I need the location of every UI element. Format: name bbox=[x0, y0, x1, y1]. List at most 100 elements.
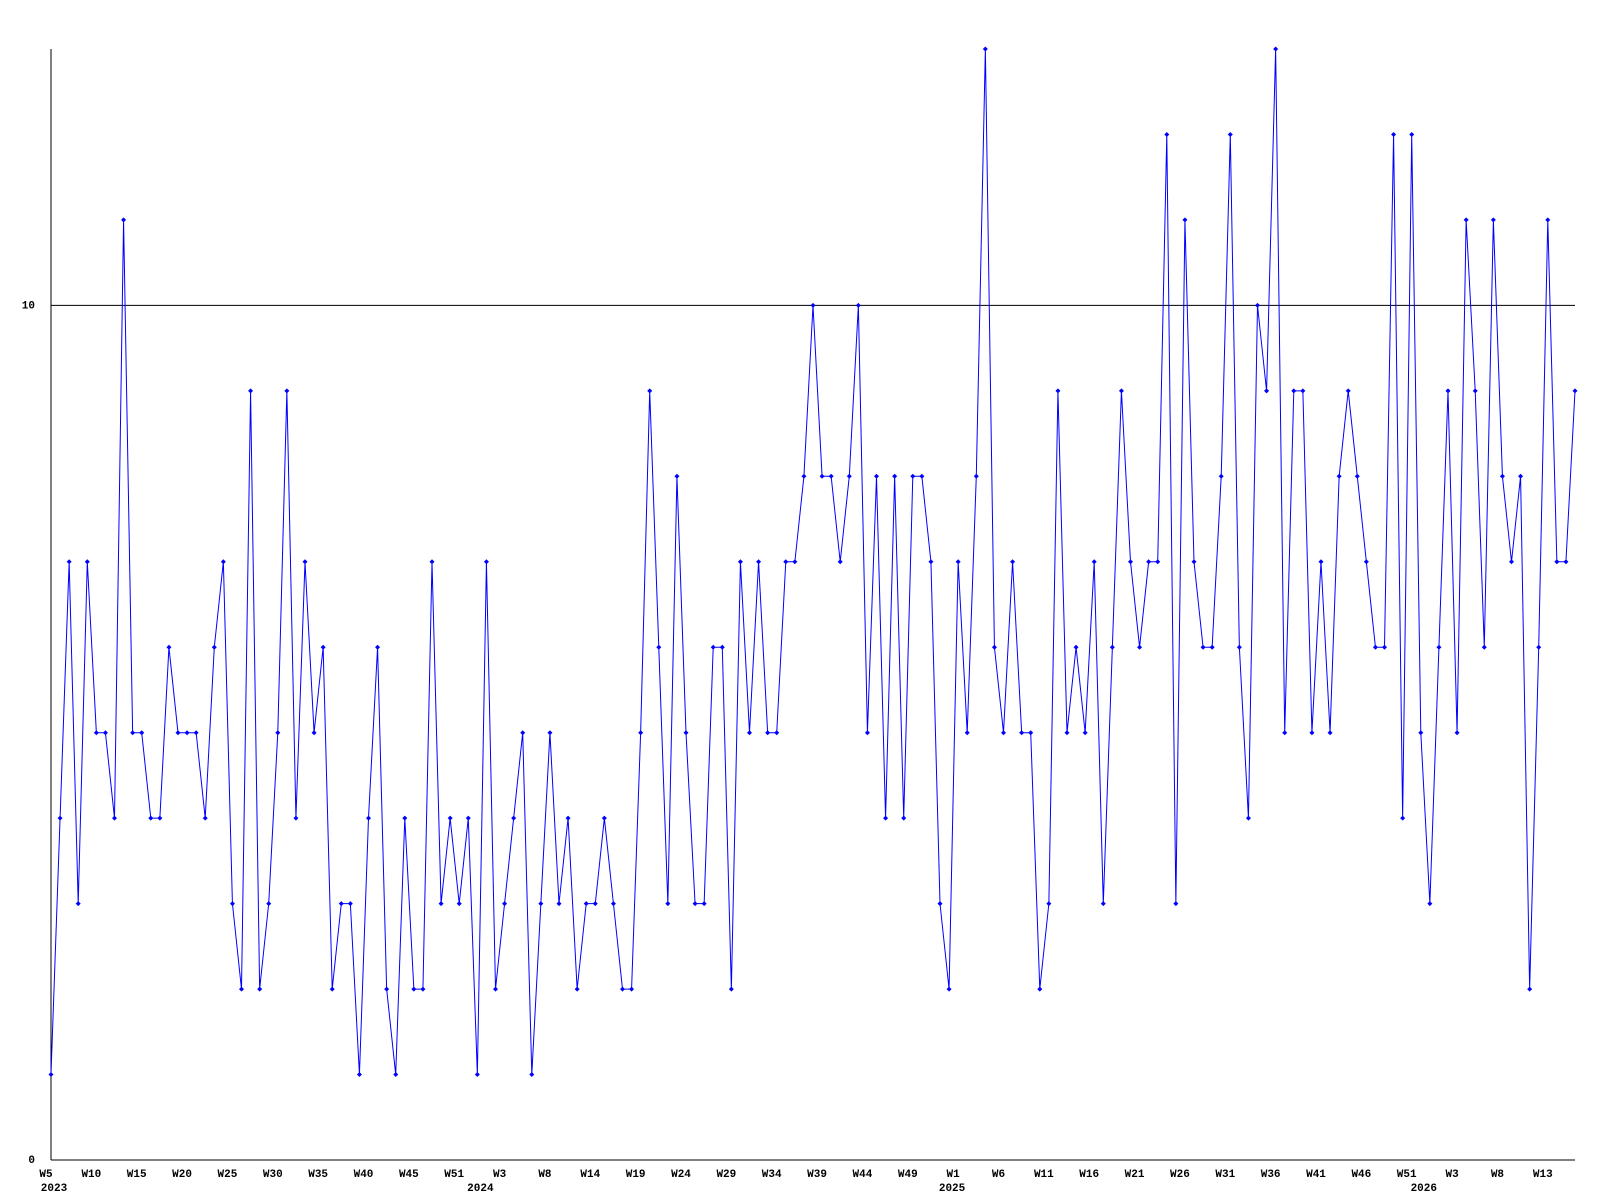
data-point bbox=[384, 986, 390, 992]
data-point bbox=[220, 559, 226, 565]
data-point bbox=[819, 473, 825, 479]
data-point bbox=[402, 815, 408, 821]
data-point bbox=[1318, 559, 1324, 565]
data-point bbox=[946, 986, 952, 992]
data-point bbox=[148, 815, 154, 821]
data-point bbox=[511, 815, 517, 821]
data-point bbox=[257, 986, 263, 992]
data-point bbox=[1472, 388, 1478, 394]
data-point bbox=[1418, 730, 1424, 736]
data-point bbox=[556, 901, 562, 907]
data-point bbox=[1563, 559, 1569, 565]
data-point bbox=[57, 815, 63, 821]
data-point bbox=[538, 901, 544, 907]
data-point bbox=[202, 815, 208, 821]
data-point bbox=[130, 730, 136, 736]
x-tick-label: W16 bbox=[1079, 1169, 1099, 1181]
x-tick-label: W3 bbox=[1445, 1169, 1459, 1181]
data-point bbox=[139, 730, 145, 736]
x-tick-label: W26 bbox=[1170, 1169, 1190, 1181]
y-tick-label: 0 bbox=[28, 1155, 35, 1167]
data-point bbox=[447, 815, 453, 821]
data-point bbox=[1028, 730, 1034, 736]
data-point bbox=[1518, 473, 1524, 479]
x-tick-label: W44 bbox=[853, 1169, 873, 1181]
data-point bbox=[801, 473, 807, 479]
data-point bbox=[1345, 388, 1351, 394]
data-point bbox=[1109, 644, 1115, 650]
data-point bbox=[1336, 473, 1342, 479]
x-tick-label: W46 bbox=[1351, 1169, 1371, 1181]
data-point bbox=[1227, 131, 1233, 137]
data-point bbox=[211, 644, 217, 650]
data-point bbox=[293, 815, 299, 821]
x-tick-label: W35 bbox=[308, 1169, 328, 1181]
data-point bbox=[765, 730, 771, 736]
data-point bbox=[601, 815, 607, 821]
data-point bbox=[728, 986, 734, 992]
data-point bbox=[456, 901, 462, 907]
data-point bbox=[347, 901, 353, 907]
data-point bbox=[783, 559, 789, 565]
data-point bbox=[647, 388, 653, 394]
data-point bbox=[846, 473, 852, 479]
data-point bbox=[810, 302, 816, 308]
data-point bbox=[692, 901, 698, 907]
data-point bbox=[75, 901, 81, 907]
x-tick-label: W3 bbox=[493, 1169, 507, 1181]
data-point bbox=[1481, 644, 1487, 650]
data-point bbox=[719, 644, 725, 650]
data-point bbox=[48, 1072, 54, 1078]
data-point bbox=[520, 730, 526, 736]
data-point bbox=[1137, 644, 1143, 650]
data-point bbox=[656, 644, 662, 650]
data-point bbox=[756, 559, 762, 565]
data-point bbox=[1146, 559, 1152, 565]
data-point bbox=[302, 559, 308, 565]
y-tick-label: 10 bbox=[22, 300, 35, 312]
data-point bbox=[1273, 46, 1279, 52]
data-point bbox=[583, 901, 589, 907]
x-tick-label: W15 bbox=[127, 1169, 147, 1181]
data-point bbox=[474, 1072, 480, 1078]
data-point bbox=[1100, 901, 1106, 907]
data-point bbox=[1545, 217, 1551, 223]
data-point bbox=[1209, 644, 1215, 650]
data-point bbox=[1255, 302, 1260, 308]
data-point bbox=[883, 815, 889, 821]
data-point bbox=[1037, 986, 1043, 992]
x-tick-label: W41 bbox=[1306, 1169, 1326, 1181]
data-point bbox=[1363, 559, 1369, 565]
x-tick-label: W24 bbox=[671, 1169, 691, 1181]
data-point bbox=[683, 730, 689, 736]
data-point bbox=[483, 559, 489, 565]
data-point bbox=[121, 217, 127, 223]
x-tick-label: W13 bbox=[1533, 1169, 1553, 1181]
data-point bbox=[320, 644, 326, 650]
data-point bbox=[529, 1072, 535, 1078]
x-tick-label: W39 bbox=[807, 1169, 827, 1181]
data-point bbox=[1354, 473, 1360, 479]
x-tick-label: W51 bbox=[444, 1169, 464, 1181]
data-point bbox=[1509, 559, 1514, 565]
x-tick-label: W21 bbox=[1125, 1169, 1145, 1181]
data-point bbox=[1282, 730, 1288, 736]
data-point bbox=[701, 901, 707, 907]
x-year-label: 2026 bbox=[1411, 1183, 1437, 1195]
data-point bbox=[910, 473, 916, 479]
x-tick-label: W8 bbox=[1491, 1169, 1505, 1181]
x-tick-label: W5 bbox=[39, 1169, 53, 1181]
data-point bbox=[193, 730, 199, 736]
data-point bbox=[1427, 901, 1433, 907]
data-point bbox=[919, 473, 925, 479]
data-point bbox=[665, 901, 671, 907]
data-point bbox=[112, 815, 117, 821]
data-point bbox=[1372, 644, 1378, 650]
data-point bbox=[792, 559, 798, 565]
x-tick-label: W25 bbox=[218, 1169, 238, 1181]
data-point bbox=[1554, 559, 1560, 565]
data-point bbox=[275, 730, 281, 736]
x-year-label: 2025 bbox=[939, 1183, 966, 1195]
data-point bbox=[1291, 388, 1297, 394]
